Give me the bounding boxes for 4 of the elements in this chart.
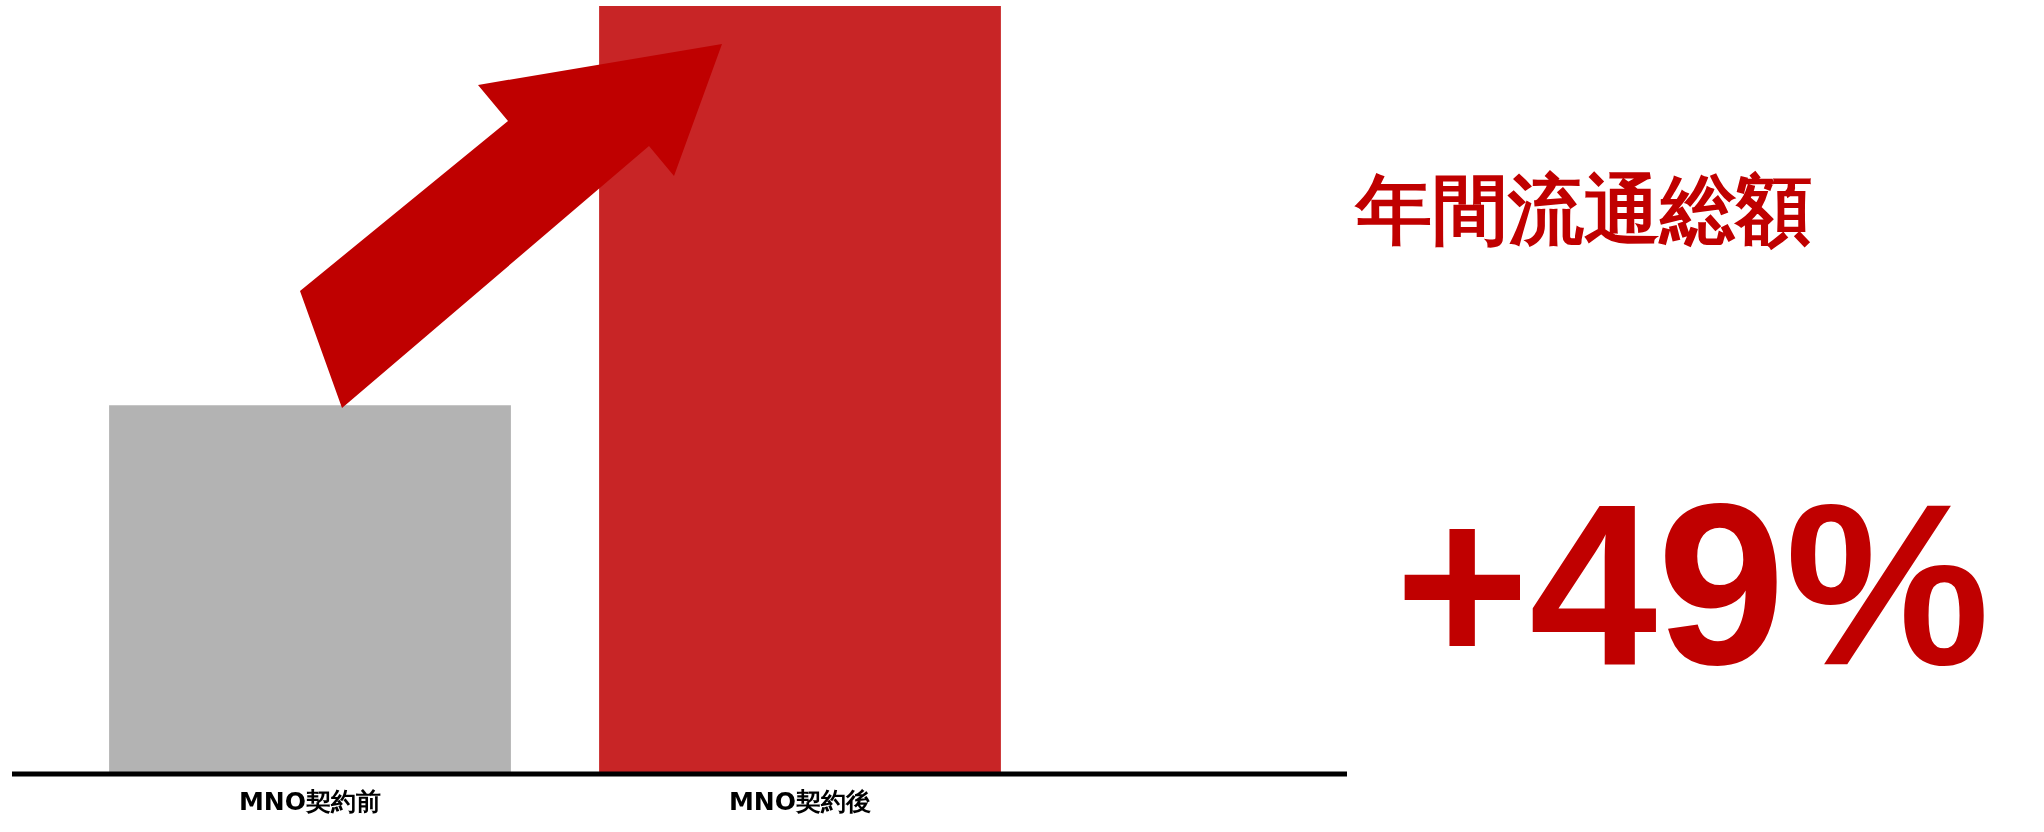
x-tick-label: MNO契約後	[728, 786, 872, 816]
text: 年間流通総額	[1356, 164, 1812, 256]
x-tick-label: MNO契約前	[238, 786, 382, 816]
text: +49%	[1395, 456, 1990, 713]
